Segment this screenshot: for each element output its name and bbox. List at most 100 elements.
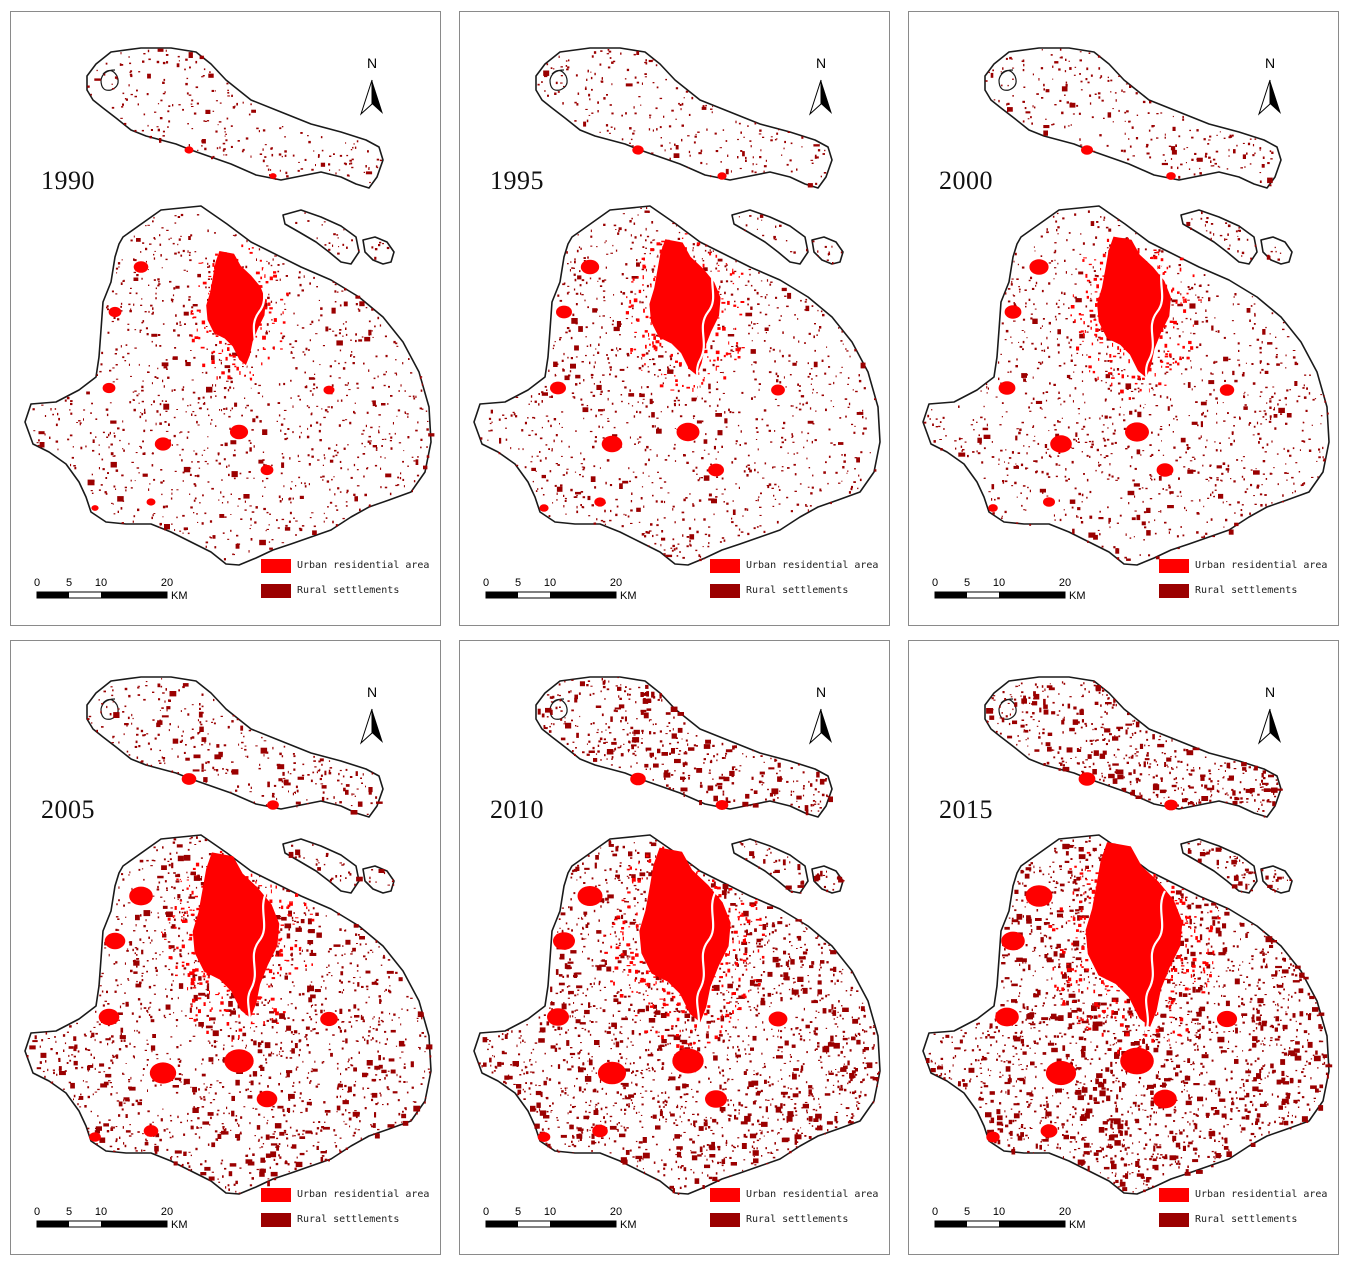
rural-patch [601,326,603,329]
rural-patch [327,406,331,408]
rural-patch [1062,217,1065,220]
rural-patch [723,539,726,542]
rural-patch [784,438,787,441]
rural-patch [132,398,134,401]
rural-patch [646,235,650,238]
rural-patch [550,395,553,398]
urban-core [206,251,266,365]
urban-patch [219,317,223,320]
urban-patch [213,270,216,273]
urban-satellite [323,385,335,395]
rural-patch [546,74,549,77]
urban-patch [1137,294,1142,299]
rural-patch [1212,535,1215,538]
rural-patch [1302,483,1304,485]
rural-patch [367,440,370,443]
rural-patch [1239,416,1241,418]
rural-patch [704,533,708,536]
rural-patch [1017,452,1021,454]
urban-patch [1182,345,1185,349]
rural-patch [211,419,213,421]
rural-patch [539,459,542,462]
rural-patch [1166,396,1169,399]
urban-patch [687,331,691,334]
rural-patch [805,504,807,506]
rural-patch [206,120,210,122]
rural-patch [1048,262,1052,264]
rural-patch [320,307,323,310]
rural-patch [323,520,325,523]
rural-patch [696,420,702,424]
rural-patch [574,471,577,473]
rural-patch [1067,125,1070,127]
urban-patch [1114,302,1117,305]
urban-patch [1121,328,1124,331]
rural-patch [531,467,536,471]
urban-patch [645,344,647,349]
urban-patch [722,327,726,331]
rural-patch [587,306,589,309]
urban-patch [1085,290,1088,294]
rural-patch [256,127,259,130]
urban-patch [208,275,212,278]
urban-patch [1100,268,1102,271]
rural-patch [619,334,621,336]
rural-patch [328,447,331,450]
rural-patch [634,293,637,295]
urban-patch [1108,287,1111,289]
urban-patch [232,363,236,366]
rural-patch [78,420,81,422]
rural-patch [1126,558,1131,561]
rural-patch [591,504,594,507]
rural-patch [705,104,707,107]
rural-patch [599,380,601,384]
rural-patch [339,329,342,331]
urban-patch [1179,267,1182,272]
rural-patch [650,392,653,396]
rural-patch [421,408,424,410]
rural-patch [270,169,272,171]
rural-patch [1117,225,1121,227]
rural-patch [653,363,656,366]
rural-patch [755,418,758,421]
rural-patch [165,359,168,361]
rural-patch [689,154,691,157]
urban-patch [1080,330,1084,333]
rural-patch [686,461,689,464]
urban-patch [1164,343,1168,348]
urban-patch [226,285,230,288]
rural-patch [591,377,594,379]
rural-patch [281,462,285,468]
urban-patch [1148,324,1153,327]
rural-patch [847,383,849,385]
rural-patch [674,460,677,462]
rural-patch [1071,447,1075,449]
rural-patch [115,378,119,380]
rural-patch [1255,468,1257,470]
rural-patch [339,491,342,493]
rural-patch [1193,469,1196,472]
rural-patch [1206,439,1208,442]
rural-patch [1110,373,1113,376]
urban-patch [682,384,684,387]
urban-patch [1163,311,1167,316]
rural-patch [745,224,748,227]
rural-patch [786,163,789,166]
rural-patch [379,159,382,162]
rural-patch [776,132,779,135]
urban-patch [659,331,664,335]
rural-patch [140,304,143,306]
rural-patch [704,249,707,252]
rural-patch [1181,321,1184,323]
rural-patch [1159,274,1161,277]
rural-patch [686,545,689,548]
rural-patch [1015,365,1018,368]
rural-patch [583,121,587,127]
rural-patch [677,352,679,355]
rural-patch [224,135,226,137]
rural-patch [350,354,353,356]
rural-patch [266,323,269,326]
rural-patch [295,520,298,522]
rural-patch [402,478,405,481]
rural-patch [366,411,369,414]
